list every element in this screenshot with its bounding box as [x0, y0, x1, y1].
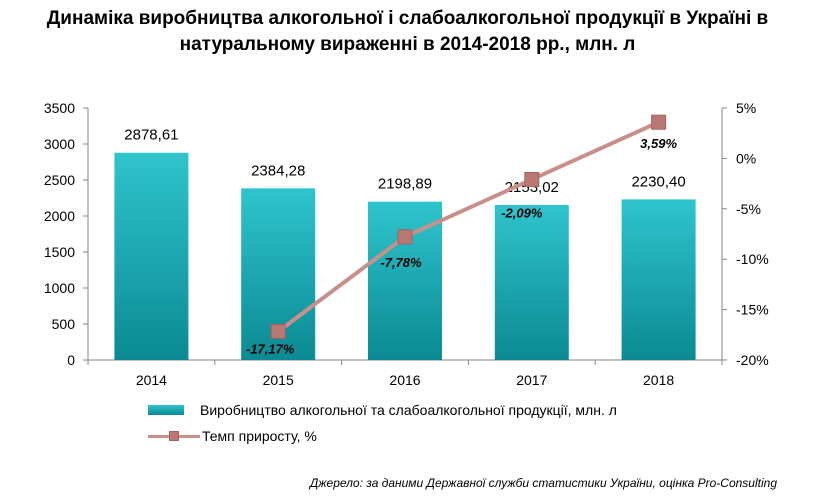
chart-title: Динаміка виробництва алкогольної і слабо…	[0, 6, 815, 58]
line-point-marker	[397, 229, 413, 245]
bar-data-label: 2384,28	[251, 162, 305, 179]
y-right-tick-label: -5%	[736, 201, 761, 217]
y-left-tick-label: 0	[67, 352, 75, 368]
y-left-tick-label: 500	[52, 316, 76, 332]
bar-data-label: 2153,02	[505, 179, 559, 196]
y-right-tick-label: -20%	[736, 352, 769, 368]
x-tick-label: 2015	[263, 372, 294, 388]
chart-title-line2: натуральному вираженні в 2014-2018 рр., …	[179, 34, 636, 55]
line-data-label: 3,59%	[640, 136, 677, 151]
line-point-marker	[270, 323, 286, 339]
legend-line-label: Темп приросту, %	[202, 428, 317, 444]
line-point-marker	[651, 114, 667, 130]
y-right-tick-label: 5%	[736, 100, 756, 116]
bar-data-label: 2198,89	[378, 176, 432, 193]
line-point-marker	[524, 171, 540, 187]
x-tick-label: 2014	[136, 372, 167, 388]
bar-series	[114, 152, 696, 360]
bar-data-label: 2230,40	[631, 173, 685, 190]
y-left-tick-label: 1000	[44, 280, 75, 296]
bar-data-label: 2878,61	[124, 127, 178, 144]
y-left-tick-label: 3000	[44, 136, 75, 152]
x-tick-label: 2018	[643, 372, 674, 388]
growth-line	[277, 120, 660, 334]
line-data-label: -7,78%	[380, 255, 422, 270]
y-right-tick-label: -10%	[736, 251, 769, 267]
chart-axes: 0 500 1000 1500 2000 2500 3000 3500 -20% -15% -10%…	[44, 100, 769, 388]
line-series	[270, 114, 667, 339]
legend-line-swatch	[148, 429, 200, 443]
y-left-tick-label: 3500	[44, 100, 75, 116]
y-left-tick-label: 2000	[44, 208, 75, 224]
y-left-tick-label: 1500	[44, 244, 75, 260]
x-tick-label: 2016	[389, 372, 420, 388]
bar	[368, 201, 442, 360]
y-right-tick-label: 0%	[736, 150, 756, 166]
x-tick-label: 2017	[516, 372, 547, 388]
legend-item-bars: Виробництво алкогольної та слабоалкоголь…	[148, 402, 617, 418]
source-note: Джерело: за даними Державної служби стат…	[309, 476, 777, 490]
legend-bar-swatch	[148, 405, 184, 415]
legend-item-line: Темп приросту, %	[148, 428, 317, 444]
line-data-label: -17,17%	[246, 341, 295, 356]
bar	[494, 204, 569, 360]
line-data-labels: -17,17% -7,78% -2,09% 3,59%	[246, 136, 677, 356]
legend-bar-label: Виробництво алкогольної та слабоалкоголь…	[200, 402, 617, 418]
bar	[621, 199, 696, 360]
bar	[114, 152, 189, 360]
line-data-label: -2,09%	[501, 205, 543, 220]
chart-title-line1: Динаміка виробництва алкогольної і слабо…	[46, 8, 769, 29]
bar-data-labels: 2878,61 2384,28 2198,89 2153,02 2230,40	[124, 127, 685, 196]
y-right-tick-label: -15%	[736, 302, 769, 318]
y-left-tick-label: 2500	[44, 172, 75, 188]
